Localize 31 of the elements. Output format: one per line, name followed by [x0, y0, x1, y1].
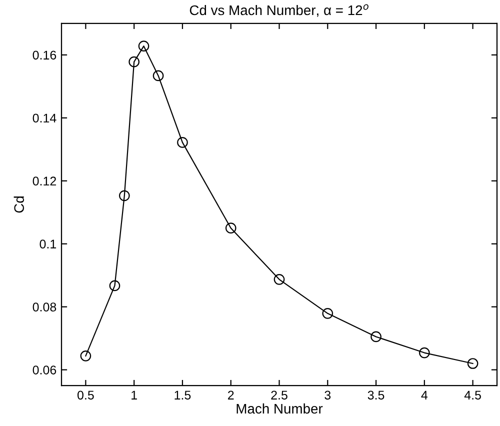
- x-tick-label: 1.5: [174, 390, 191, 400]
- point: [322, 308, 334, 319]
- y-tick-label: 0.12: [32, 176, 56, 186]
- point: [152, 70, 164, 82]
- point: [274, 274, 285, 285]
- x-tick-label: 3: [324, 390, 331, 400]
- x-tick-label: 3.5: [368, 390, 384, 400]
- y-tick-label: 0.1: [40, 240, 56, 248]
- point: [109, 280, 120, 292]
- y-tick-label: 0.08: [32, 302, 56, 312]
- point: [467, 358, 478, 369]
- y-axis-title: Cd: [14, 196, 24, 213]
- x-tick-label: 2.5: [271, 390, 288, 400]
- chart-title: Cd vs Mach Number, α = 12$^{o}$: [190, 4, 368, 17]
- point: [138, 40, 150, 52]
- point: [80, 350, 92, 362]
- x-tick-label: 4.5: [464, 390, 481, 400]
- point: [128, 56, 140, 68]
- x-tick-label: 0.5: [77, 390, 94, 400]
- y-tick-label: 0.06: [32, 366, 56, 374]
- point: [118, 190, 130, 202]
- point: [370, 331, 382, 342]
- x-axis-title: Mach Number: [236, 403, 323, 414]
- y-tick-label: 0.16: [32, 50, 56, 60]
- point: [225, 222, 236, 234]
- x-tick-label: 4: [421, 390, 428, 400]
- x-tick-label: 1: [132, 390, 137, 400]
- point: [419, 347, 430, 358]
- x-tick-label: 2: [228, 390, 234, 400]
- point: [177, 137, 188, 148]
- y-tick-label: 0.14: [32, 114, 56, 123]
